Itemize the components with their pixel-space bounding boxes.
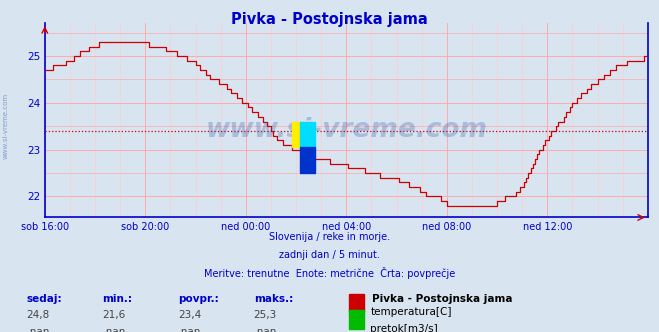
Text: -nan: -nan	[178, 327, 201, 332]
Text: 25,3: 25,3	[254, 310, 277, 320]
Text: povpr.:: povpr.:	[178, 294, 219, 304]
Bar	[301, 147, 315, 173]
Bar	[292, 122, 304, 147]
Text: temperatura[C]: temperatura[C]	[370, 307, 452, 317]
Text: 24,8: 24,8	[26, 310, 49, 320]
Text: Slovenija / reke in morje.: Slovenija / reke in morje.	[269, 232, 390, 242]
Text: Pivka - Postojnska jama: Pivka - Postojnska jama	[372, 294, 513, 304]
Text: -nan: -nan	[26, 327, 49, 332]
Text: www.si-vreme.com: www.si-vreme.com	[2, 93, 9, 159]
Bar	[301, 122, 315, 147]
Text: maks.:: maks.:	[254, 294, 293, 304]
Text: Meritve: trenutne  Enote: metrične  Črta: povprečje: Meritve: trenutne Enote: metrične Črta: …	[204, 267, 455, 279]
Text: 23,4: 23,4	[178, 310, 201, 320]
Text: pretok[m3/s]: pretok[m3/s]	[370, 324, 438, 332]
Text: Pivka - Postojnska jama: Pivka - Postojnska jama	[231, 12, 428, 27]
Text: sedaj:: sedaj:	[26, 294, 62, 304]
Text: -nan: -nan	[254, 327, 277, 332]
Text: -nan: -nan	[102, 327, 125, 332]
Text: www.si-vreme.com: www.si-vreme.com	[206, 117, 487, 143]
Text: zadnji dan / 5 minut.: zadnji dan / 5 minut.	[279, 250, 380, 260]
Text: min.:: min.:	[102, 294, 132, 304]
Text: 21,6: 21,6	[102, 310, 125, 320]
